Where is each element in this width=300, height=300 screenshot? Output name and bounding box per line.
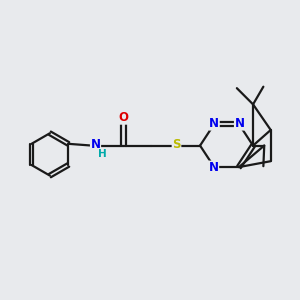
- Text: O: O: [118, 111, 128, 124]
- Text: S: S: [172, 139, 181, 152]
- Text: N: N: [209, 117, 219, 130]
- Text: N: N: [235, 117, 244, 130]
- Text: N: N: [208, 161, 219, 174]
- Text: H: H: [98, 149, 106, 159]
- Text: N: N: [91, 139, 100, 152]
